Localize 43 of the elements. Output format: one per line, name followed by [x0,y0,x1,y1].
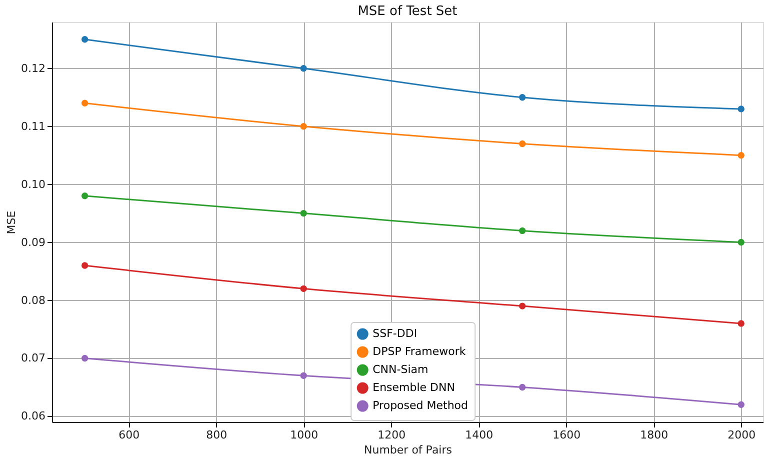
point [738,106,744,112]
point [519,140,526,148]
x-axis-title: Number of Pairs [364,444,452,456]
point [738,320,744,327]
y-tick-label: 0.07 [21,352,46,365]
y-tick-label: 0.09 [21,236,46,249]
legend-label: SSF-DDI [372,327,418,340]
legend-label: CNN-Siam [372,363,428,376]
y-tick-label: 0.08 [21,294,46,307]
point [81,100,88,107]
legend-label: DPSP Framework [372,345,466,358]
point [519,384,526,391]
point [81,36,88,43]
y-tick-label: 0.11 [21,120,46,133]
point [738,238,744,246]
y-tick-label: 0.10 [21,178,46,191]
point [81,354,88,362]
x-tick-label: 1800 [640,428,668,442]
point [519,94,526,101]
x-tick-label: 800 [206,428,228,442]
point [300,210,307,217]
point [519,302,526,310]
y-tick-label: 0.12 [21,62,46,75]
x-tick-label: 1200 [378,428,406,442]
legend-label: Ensemble DNN [372,381,455,394]
point [300,285,307,292]
x-tick-label: 600 [118,428,140,442]
chart-title: MSE of Test Set [358,4,458,19]
point [300,65,307,72]
legend-label: Proposed Method [372,399,468,412]
x-tick-label: 1600 [552,428,581,442]
y-tick-label: 0.06 [21,410,46,423]
point [300,123,307,130]
x-tick-label: 2000 [728,428,756,442]
point [519,227,526,234]
x-tick-label: 1000 [290,428,318,442]
point [738,152,744,159]
y-axis-title: MSE [5,210,18,234]
point [300,372,307,379]
x-tick-label: 1400 [465,428,494,442]
point [81,192,88,200]
point [738,401,744,408]
point [81,262,88,269]
